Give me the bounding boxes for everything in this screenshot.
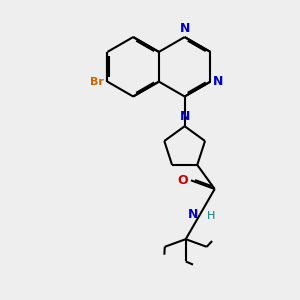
Text: Br: Br (90, 76, 104, 87)
Text: N: N (188, 208, 198, 221)
Text: O: O (177, 174, 188, 187)
Text: N: N (213, 75, 223, 88)
Text: N: N (179, 110, 190, 123)
Text: N: N (179, 22, 190, 35)
Text: H: H (206, 211, 215, 221)
